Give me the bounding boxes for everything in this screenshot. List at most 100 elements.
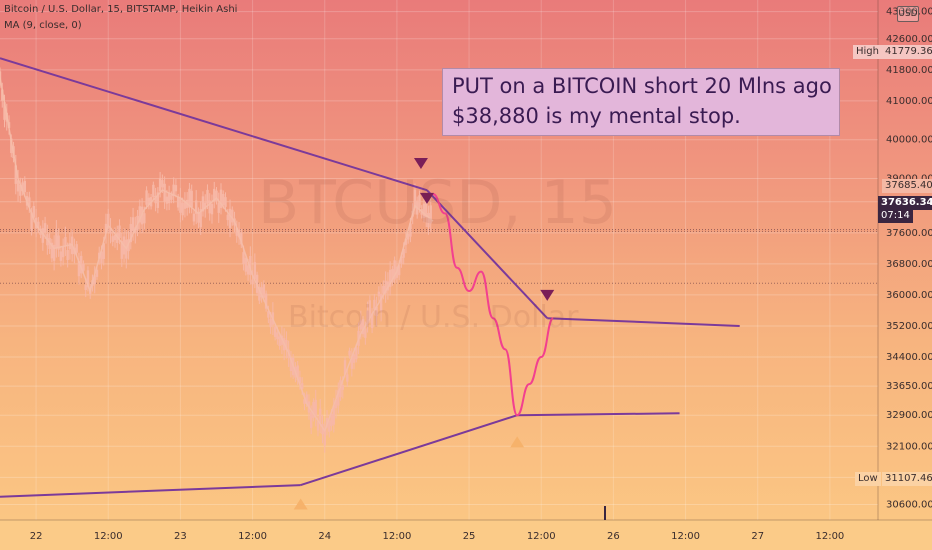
candle-body bbox=[145, 190, 148, 205]
candle-body bbox=[161, 180, 164, 188]
candle-body bbox=[370, 313, 374, 328]
ma-line bbox=[0, 77, 434, 433]
candle-body bbox=[93, 275, 96, 285]
candle-body bbox=[102, 243, 105, 260]
candle-body bbox=[240, 232, 243, 245]
candle-body bbox=[61, 246, 65, 258]
currency-button[interactable]: USD bbox=[897, 6, 919, 22]
candle-body bbox=[170, 194, 173, 200]
candle-body bbox=[28, 197, 31, 208]
candle-body bbox=[111, 236, 114, 242]
mark-value-tag: 37685.40 bbox=[882, 179, 932, 193]
candle-body bbox=[260, 287, 263, 298]
candle-body bbox=[16, 180, 20, 192]
candle-body bbox=[206, 189, 209, 204]
candle-body bbox=[113, 235, 117, 241]
candle-body bbox=[32, 206, 36, 218]
candle-body bbox=[316, 421, 320, 431]
candle-body bbox=[19, 184, 22, 196]
candle-body bbox=[190, 190, 193, 208]
candle-body bbox=[68, 243, 72, 250]
x-tick-label: 12:00 bbox=[238, 531, 267, 542]
candle-body bbox=[341, 384, 344, 390]
candle-body bbox=[312, 401, 315, 418]
candle-body bbox=[251, 279, 254, 285]
annotation-line-2: $38,880 is my mental stop. bbox=[452, 104, 741, 128]
candle-body bbox=[373, 299, 376, 310]
candle-body bbox=[242, 252, 245, 264]
candle-body bbox=[303, 399, 306, 404]
marker-up-4 bbox=[293, 498, 308, 510]
candle-body bbox=[210, 203, 214, 215]
y-tick-label: 40000.00 bbox=[886, 135, 932, 146]
candle-body bbox=[310, 411, 313, 428]
candle-body bbox=[235, 227, 238, 236]
x-tick-label: 12:00 bbox=[671, 531, 700, 542]
y-tick-label: 30600.00 bbox=[886, 499, 932, 510]
candle-body bbox=[348, 350, 351, 356]
candle-body bbox=[402, 248, 405, 258]
candle-body bbox=[355, 347, 358, 360]
candle-body bbox=[422, 203, 426, 218]
candle-body bbox=[366, 310, 369, 324]
candle-body bbox=[174, 185, 178, 192]
x-tick-label: 12:00 bbox=[527, 531, 556, 542]
candle-body bbox=[176, 197, 180, 208]
candle-body bbox=[305, 394, 308, 404]
candle-body bbox=[14, 165, 17, 184]
y-tick-label: 34400.00 bbox=[886, 352, 932, 363]
candle-body bbox=[413, 189, 417, 209]
low-label: Low bbox=[855, 472, 881, 486]
annotation-box[interactable]: PUT on a BITCOIN short 20 Mlns ago $38,8… bbox=[442, 68, 840, 136]
marker-down-2 bbox=[419, 192, 434, 204]
candle-body bbox=[393, 260, 396, 280]
y-tick-label: 32100.00 bbox=[886, 441, 932, 452]
candle-body bbox=[147, 197, 151, 205]
high-value-tag: 41779.36 bbox=[882, 45, 932, 59]
low-value-tag: 31107.46 bbox=[882, 472, 932, 486]
candle-body bbox=[264, 293, 268, 309]
candle-body bbox=[249, 256, 252, 275]
candle-body bbox=[167, 192, 171, 204]
trendline-1 bbox=[0, 57, 428, 192]
candle-body bbox=[429, 205, 432, 224]
candle-body bbox=[172, 184, 175, 197]
candle-body bbox=[79, 255, 83, 274]
candle-body bbox=[246, 265, 250, 275]
candle-body bbox=[244, 257, 248, 272]
candle-body bbox=[163, 183, 166, 202]
candle-body bbox=[192, 213, 196, 222]
candle-body bbox=[197, 212, 200, 223]
candle-body bbox=[199, 208, 202, 228]
candle-body bbox=[319, 408, 322, 424]
candle-body bbox=[300, 383, 304, 389]
candle-body bbox=[224, 197, 227, 207]
candle-body bbox=[57, 235, 60, 250]
candle-body bbox=[323, 428, 326, 446]
x-tick-label: 12:00 bbox=[94, 531, 123, 542]
candle-body bbox=[104, 223, 108, 234]
y-tick-label: 33650.00 bbox=[886, 381, 932, 392]
candle-body bbox=[215, 190, 218, 201]
candle-body bbox=[406, 233, 410, 240]
candle-body bbox=[138, 206, 142, 223]
candle-body bbox=[382, 286, 385, 294]
candle-body bbox=[289, 357, 293, 372]
x-tick-label: 23 bbox=[174, 531, 187, 542]
candle-body bbox=[194, 200, 198, 214]
candle-body bbox=[314, 399, 317, 417]
x-axis-bg bbox=[0, 520, 932, 550]
ma-indicator-label[interactable]: MA (9, close, 0) bbox=[4, 20, 82, 31]
marker-up-5 bbox=[510, 436, 525, 448]
candle-body bbox=[278, 336, 281, 346]
y-tick-label: 43300.00 bbox=[886, 7, 932, 18]
candle-body bbox=[183, 200, 187, 209]
candle-body bbox=[152, 184, 155, 198]
candle-body bbox=[228, 208, 232, 228]
candle-body bbox=[258, 286, 261, 301]
candle-body bbox=[379, 293, 383, 311]
candle-body bbox=[86, 270, 90, 288]
candle-body bbox=[269, 318, 272, 328]
